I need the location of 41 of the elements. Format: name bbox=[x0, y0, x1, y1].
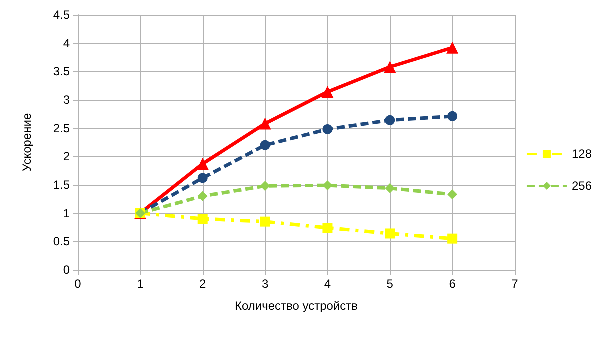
point bbox=[448, 234, 458, 244]
point bbox=[385, 115, 396, 126]
point bbox=[385, 183, 396, 194]
y-tick-label: 3 bbox=[63, 93, 70, 107]
y-axis-title: Ускорение bbox=[20, 113, 34, 172]
x-tick-label: 3 bbox=[262, 277, 269, 291]
legend-label: 256 bbox=[572, 179, 592, 193]
point bbox=[198, 214, 208, 224]
point bbox=[448, 111, 458, 122]
y-tick-label: 2 bbox=[63, 150, 70, 164]
point bbox=[385, 228, 396, 239]
y-tick-label: 1 bbox=[63, 206, 70, 220]
x-tick-label: 0 bbox=[74, 277, 82, 291]
point bbox=[448, 190, 458, 200]
x-tick-label: 5 bbox=[386, 277, 394, 291]
point bbox=[384, 61, 396, 74]
y-tick-label: 0 bbox=[63, 263, 70, 277]
point bbox=[259, 118, 272, 130]
point bbox=[322, 223, 333, 234]
point bbox=[322, 124, 333, 134]
x-tick-label: 6 bbox=[449, 277, 456, 291]
y-tick-label: 2.5 bbox=[53, 121, 70, 136]
y-tick-label: 3.5 bbox=[53, 64, 70, 79]
point bbox=[198, 173, 208, 184]
point bbox=[260, 140, 270, 150]
y-tick-label: 4 bbox=[63, 36, 70, 50]
x-tick-label: 7 bbox=[512, 277, 519, 291]
y-tick-label: 4.5 bbox=[53, 8, 70, 22]
y-tick-label: 0.5 bbox=[53, 234, 70, 249]
x-tick-label: 1 bbox=[137, 277, 144, 291]
x-tick-label: 2 bbox=[200, 277, 207, 291]
point bbox=[322, 86, 334, 98]
x-axis-title: Количество устройств bbox=[234, 299, 358, 313]
point bbox=[446, 42, 459, 54]
point bbox=[260, 181, 270, 192]
point bbox=[198, 191, 208, 202]
x-tick-label: 4 bbox=[324, 277, 332, 291]
point bbox=[196, 158, 209, 170]
point bbox=[260, 216, 270, 227]
y-tick-label: 1.5 bbox=[53, 178, 70, 192]
legend-label: 128 bbox=[572, 147, 592, 161]
